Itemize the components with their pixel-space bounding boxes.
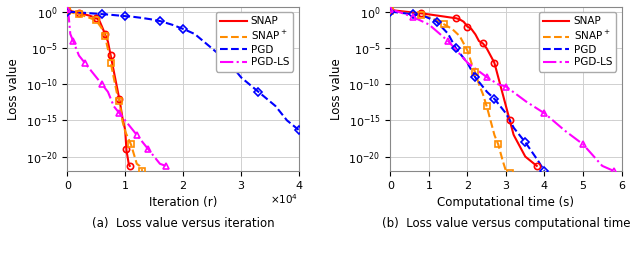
SNAP$^+$ [100,31,108,34]
PGD-LS [144,147,152,150]
Text: $\times 10^4$: $\times 10^4$ [270,192,299,206]
SNAP [63,8,71,12]
Line: PGD: PGD [67,12,299,130]
PGD-LS [111,106,118,109]
PGD-LS [494,82,502,86]
PGD-LS [570,136,577,139]
PGD [460,56,467,60]
SNAP$^+$ [387,9,394,12]
SNAP$^+$ [506,172,514,175]
PGD-LS [162,164,170,167]
PGD [478,84,486,88]
SNAP [93,17,101,20]
SNAP [115,93,122,96]
SNAP$^+$ [139,169,147,173]
PGD-LS [493,82,500,85]
Line: PGD: PGD [390,12,545,171]
SNAP$^+$ [99,30,107,33]
PGD-LS [63,8,71,11]
PGD [173,25,181,28]
SNAP [506,121,514,124]
SNAP$^+$ [104,48,112,51]
Line: PGD-LS: PGD-LS [67,9,166,166]
SNAP$^+$ [63,9,71,12]
Legend: SNAP, SNAP$^+$, PGD, PGD-LS: SNAP, SNAP$^+$, PGD, PGD-LS [540,12,616,72]
PGD [189,31,196,34]
SNAP [126,164,134,167]
X-axis label: Iteration (r): Iteration (r) [148,196,217,209]
SNAP$^+$ [458,38,465,41]
Y-axis label: Loss value: Loss value [7,58,20,120]
PGD [387,10,394,13]
PGD-LS [110,105,118,108]
PGD-LS [116,113,124,116]
PGD [201,41,209,44]
Line: SNAP: SNAP [67,10,130,166]
SNAP [529,162,537,165]
SNAP [387,8,394,12]
PGD-LS [610,169,618,173]
SNAP [124,160,132,163]
Line: SNAP: SNAP [390,10,537,166]
PGD [461,57,468,61]
PGD [175,25,182,29]
Text: (a)  Loss value versus iteration: (a) Loss value versus iteration [92,217,275,230]
PGD [513,130,520,133]
SNAP [456,18,464,21]
PGD [537,163,545,167]
Y-axis label: Loss value: Loss value [330,58,343,120]
SNAP [466,26,474,30]
X-axis label: Computational time (s): Computational time (s) [437,196,575,209]
PGD [63,10,71,13]
Line: SNAP$^+$: SNAP$^+$ [67,11,143,171]
PGD-LS [122,120,130,123]
SNAP$^+$ [125,138,132,141]
SNAP$^+$ [108,68,116,71]
SNAP$^+$ [444,25,452,28]
SNAP [474,37,481,40]
SNAP$^+$ [444,24,451,28]
PGD [295,128,303,131]
SNAP$^+$ [503,170,511,173]
SNAP [100,31,108,34]
SNAP$^+$ [137,166,145,169]
SNAP [533,164,541,167]
PGD-LS [508,89,515,92]
Text: (b)  Loss value versus computational time: (b) Loss value versus computational time [381,217,630,230]
SNAP$^+$ [484,110,492,114]
SNAP [457,18,465,22]
Line: PGD-LS: PGD-LS [390,9,614,171]
PGD [541,169,548,173]
Line: SNAP$^+$: SNAP$^+$ [390,11,510,173]
PGD [253,89,260,92]
PGD-LS [520,98,527,101]
SNAP$^+$ [451,30,459,33]
Legend: SNAP, SNAP$^+$, PGD, PGD-LS: SNAP, SNAP$^+$, PGD, PGD-LS [216,12,293,72]
PGD [470,73,477,76]
PGD-LS [159,163,167,167]
PGD-LS [387,8,394,11]
SNAP [93,17,101,21]
PGD-LS [605,167,612,170]
PGD [289,124,297,127]
SNAP [97,23,105,26]
